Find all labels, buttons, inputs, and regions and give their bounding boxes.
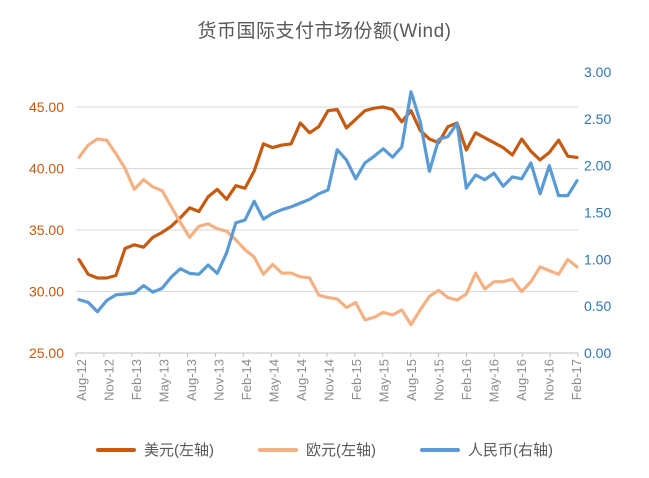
x-axis-tick-label: May-16 — [487, 359, 502, 402]
x-axis-tick-label: May-15 — [377, 359, 392, 402]
left-axis-tick-label: 35.00 — [29, 222, 64, 238]
legend-item-rmb: 人民币(右轴) — [420, 439, 553, 460]
x-axis-tick-label: Aug-15 — [404, 359, 419, 401]
usd-series-line — [77, 105, 579, 280]
x-axis-tick-label: Aug-12 — [74, 359, 89, 401]
x-axis-tick-label: Nov-13 — [212, 359, 227, 401]
legend: 美元(左轴) 欧元(左轴) 人民币(右轴) — [0, 439, 649, 460]
right-axis-tick-label: 2.00 — [584, 158, 611, 174]
left-axis-tick-label: 40.00 — [29, 161, 64, 177]
x-axis-tick-label: Nov-12 — [102, 359, 117, 401]
legend-label-usd: 美元(左轴) — [144, 442, 214, 459]
legend-label-eur: 欧元(左轴) — [306, 442, 376, 459]
right-axis-tick-label: 0.50 — [584, 298, 611, 314]
legend-label-rmb: 人民币(右轴) — [468, 442, 553, 459]
x-axis-tick-label: Feb-13 — [129, 359, 144, 400]
rmb-line-swatch-icon — [420, 447, 460, 452]
legend-item-eur: 欧元(左轴) — [258, 439, 376, 460]
x-axis-tick-label: Feb-15 — [349, 359, 364, 400]
right-axis-tick-label: 1.50 — [584, 205, 611, 221]
eur-line-swatch-icon — [258, 447, 298, 452]
x-axis-tick-label: May-14 — [267, 359, 282, 402]
x-axis-tick-label: Aug-16 — [514, 359, 529, 401]
x-axis-tick-label: Feb-17 — [569, 359, 584, 400]
left-axis-tick-label: 25.00 — [29, 345, 64, 361]
x-axis-tick-label: Aug-14 — [294, 359, 309, 401]
x-axis-tick-label: Nov-14 — [322, 359, 337, 401]
right-axis-tick-label: 0.00 — [584, 345, 611, 361]
legend-item-usd: 美元(左轴) — [96, 439, 214, 460]
rmb-series-line — [77, 90, 579, 314]
right-axis-tick-label: 3.00 — [584, 64, 611, 80]
left-axis-tick-label: 30.00 — [29, 284, 64, 300]
left-axis-tick-label: 45.00 — [29, 99, 64, 115]
usd-line-swatch-icon — [96, 447, 136, 452]
x-axis-tick-label: Nov-16 — [542, 359, 557, 401]
x-axis-tick-label: Feb-16 — [459, 359, 474, 400]
x-axis-tick-label: Feb-14 — [239, 359, 254, 400]
x-axis-tick-label: Nov-15 — [432, 359, 447, 401]
x-axis-tick-label: Aug-13 — [184, 359, 199, 401]
eur-series-line — [77, 137, 579, 327]
right-axis-tick-label: 1.00 — [584, 251, 611, 267]
right-axis-tick-label: 2.50 — [584, 111, 611, 127]
chart-title: 货币国际支付市场份额(Wind) — [197, 21, 452, 42]
x-axis-tick-label: May-13 — [157, 359, 172, 402]
